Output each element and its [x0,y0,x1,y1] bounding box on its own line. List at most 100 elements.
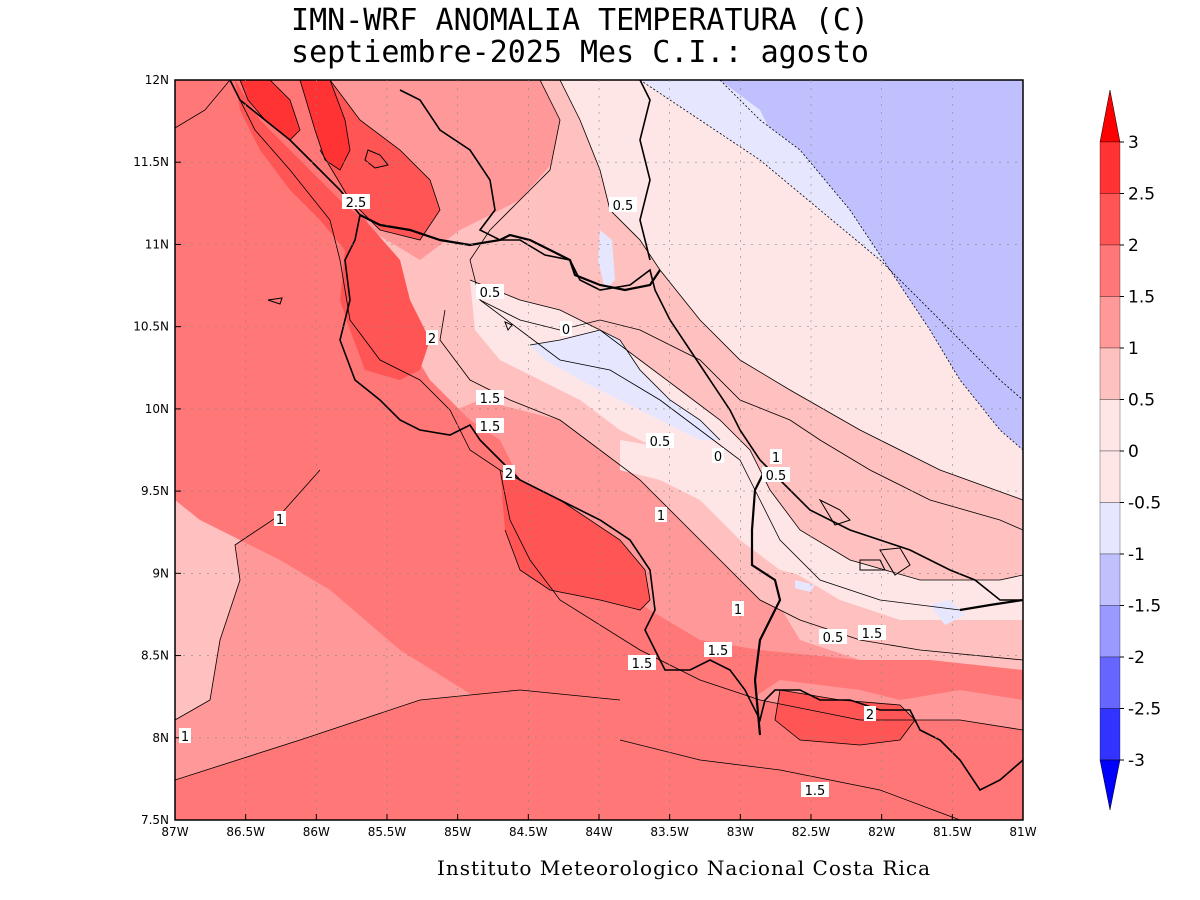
contour-label: 0.5 [650,435,671,450]
contour-fill-4 [175,80,1023,820]
contour-label-bg [646,433,674,448]
credit-text: Instituto Meteorologico Nacional Costa R… [437,856,932,880]
colorbar-label: -1.5 [1128,597,1161,617]
colorbar-label: 2 [1128,236,1139,256]
colorbar-band [1099,141,1121,194]
contour-label: 1 [276,513,284,528]
colorbar-label: -3 [1128,751,1145,771]
y-axis: 12N 11.5N 11N 10.5N 10N 9.5N 9N 8.5N 8N 7.5N [133,73,181,827]
y-tick-label: 7.5N [141,813,169,827]
contour-label-bg [274,511,286,526]
contour-label: 1 [734,603,742,618]
colorbar-label: 2.5 [1128,185,1155,205]
y-tick-label: 12N [145,73,169,87]
colorbar-band [1099,553,1121,606]
contour-lines [175,80,1023,820]
colorbar-legend: 3 2.5 2 1.5 1 0.5 0 -0.5 -1 -1.5 -2 -2.5 -3 [1099,89,1161,811]
x-tick-label: 82.5W [792,825,831,839]
contour-label-bg [476,284,504,299]
colorbar-label: 0.5 [1128,391,1155,411]
contour-label-bg [762,467,790,482]
contour-label: 0 [562,323,570,338]
contour-label: 2 [428,332,436,347]
colorbar-label: -2.5 [1128,700,1161,720]
y-tick-label: 9N [152,566,169,580]
contour-label-bg [503,465,515,480]
gridlines [175,80,1023,820]
x-tick-label: 83.5W [650,825,689,839]
y-tick-label: 8N [152,731,169,745]
colorbar-band [1099,708,1121,761]
contour-label: 2 [505,467,513,482]
contour-label-bg [655,507,667,522]
colorbar-band [1099,450,1121,503]
contour-labels: 2.5 0.5 0.5 0 2 1.5 1.5 0.5 0 1 0.5 2 1 1 1 0.5 1.5 1.5 1.… [179,194,886,799]
contour-label-bg [770,449,782,464]
contour-label: 1 [657,509,665,524]
x-tick-label: 85.5W [368,825,407,839]
x-tick-label: 83W [727,825,754,839]
contour-label-bg [476,390,504,405]
contour-label: 1.5 [805,784,826,799]
contour-label-bg [732,601,744,616]
colorbar-band [1099,296,1121,349]
contour-label-bg [704,642,732,657]
coastline [229,80,1023,792]
x-tick-label: 85W [444,825,471,839]
x-axis: 87W 86.5W 86W 85.5W 85W 84.5W 84W 83.5W 83W 82.5W… [161,814,1037,839]
colorbar-band [1099,244,1121,297]
contour-label-bg [858,625,886,640]
colorbar-label: -0.5 [1128,494,1161,514]
contour-label: 0 [714,450,722,465]
contour-label: 1.5 [708,644,729,659]
x-tick-label: 86W [303,825,330,839]
y-tick-label: 8.5N [141,649,169,663]
colorbar-band [1099,605,1121,658]
chart-title: IMN-WRF ANOMALIA TEMPERATURA (C) [291,3,869,38]
x-tick-label: 82W [868,825,895,839]
y-tick-label: 10N [145,402,169,416]
contour-label: 0.5 [766,469,787,484]
y-tick-label: 11N [145,237,169,251]
y-tick-label: 10.5N [133,320,169,334]
colorbar-label: -1 [1128,545,1145,565]
colorbar-band [1099,193,1121,246]
islands [267,149,911,576]
contour-label-bg [712,448,724,463]
contour-fill-7 [775,690,915,745]
colorbar-band [1099,502,1121,555]
contour-label-bg [476,418,504,433]
contour-label: 2.5 [346,196,367,211]
colorbar-label: -2 [1128,648,1145,668]
contour-fill-14 [720,80,1023,450]
contour-fill-6 [500,470,650,610]
contour-label: 1.5 [480,392,501,407]
contour-label: 1.5 [632,657,653,672]
contour-label: 0.5 [613,199,634,214]
contour-label: 0.5 [480,286,501,301]
x-tick-label: 84.5W [509,825,548,839]
contour-label-bg [342,194,370,209]
colorbar-label: 0 [1128,442,1139,462]
colorbar-band [1099,399,1121,452]
contour-label: 2 [866,708,874,723]
x-tick-label: 87W [161,825,188,839]
political-border [359,214,1023,736]
contour-label-bg [179,728,191,743]
contour-label: 1.5 [862,627,883,642]
colorbar-arrow-top [1099,89,1121,143]
contour-label-bg [560,321,572,336]
colorbar-label: 1 [1128,339,1139,359]
contour-label: 1 [772,451,780,466]
contour-label-bg [609,197,637,212]
chart-subtitle: septiembre-2025 Mes C.I.: agosto [291,35,869,70]
contour-label-bg [801,782,829,797]
contour-label-bg [864,706,876,721]
contour-label-bg [426,330,438,345]
colorbar-label: 3 [1128,133,1139,153]
colorbar-band [1099,347,1121,400]
colorbar-arrow-bottom [1099,759,1121,811]
x-tick-label: 81.5W [933,825,972,839]
